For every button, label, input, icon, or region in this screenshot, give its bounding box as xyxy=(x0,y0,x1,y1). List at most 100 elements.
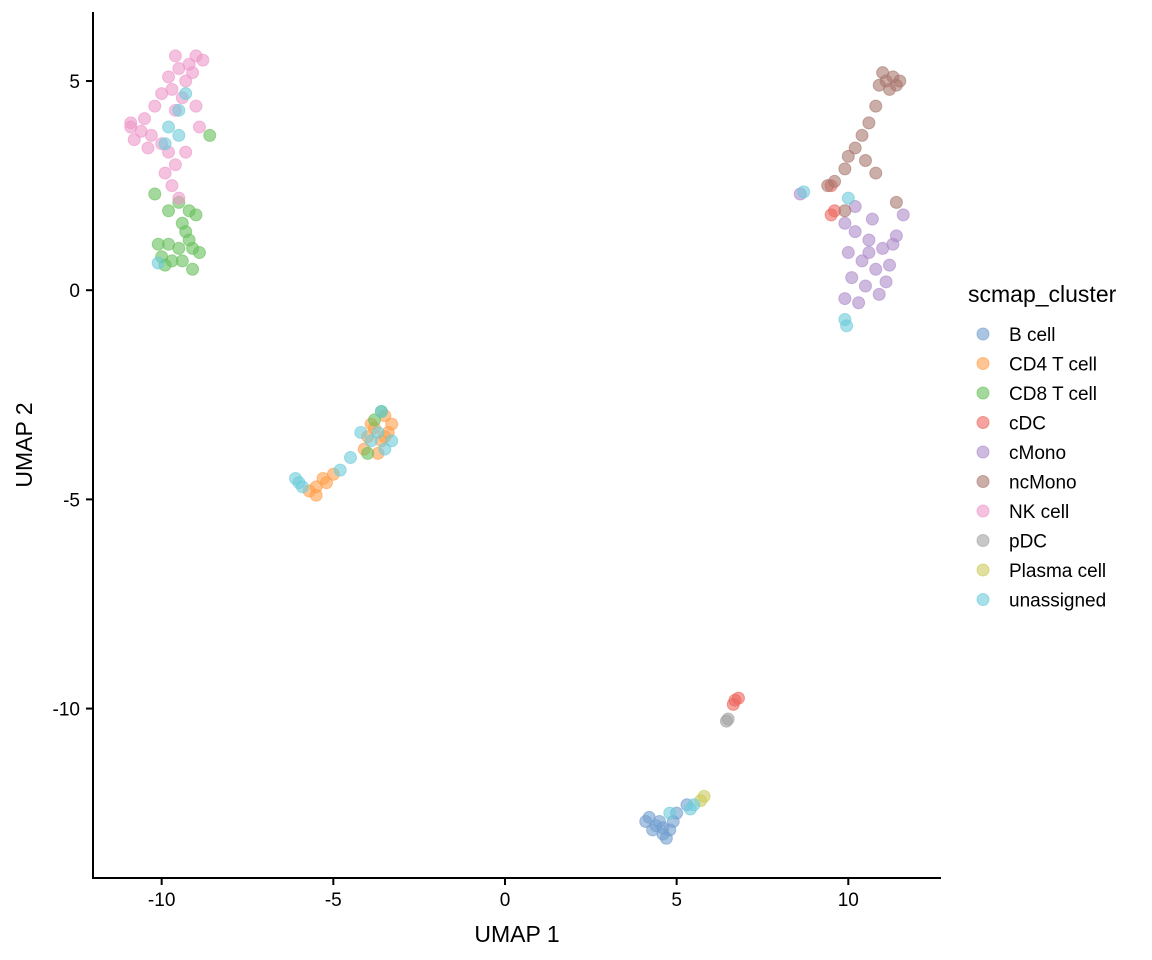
point-unassigned xyxy=(172,128,186,142)
point-unassigned xyxy=(354,425,368,439)
legend-item-cdc: cDC xyxy=(976,414,1046,435)
point-cd8-t-cell xyxy=(172,241,186,255)
point-cmono xyxy=(872,287,886,301)
legend-title: scmap_cluster xyxy=(968,281,1117,307)
point-ncmono xyxy=(879,74,893,88)
point-nk-cell xyxy=(144,128,158,142)
point-cd8-t-cell xyxy=(368,413,382,427)
point-cd8-t-cell xyxy=(186,262,200,276)
point-cmono xyxy=(841,246,855,260)
point-unassigned xyxy=(378,442,392,456)
point-cd8-t-cell xyxy=(192,246,206,260)
legend-label: cMono xyxy=(1009,443,1066,464)
legend-item-pdc: pDC xyxy=(976,532,1047,553)
point-unassigned xyxy=(364,434,378,448)
point-ncmono xyxy=(848,141,862,155)
legend-key-icon xyxy=(976,475,990,488)
y-tick-label: -10 xyxy=(53,700,80,721)
x-axis-label: UMAP 1 xyxy=(474,921,559,947)
legend-label: unassigned xyxy=(1009,591,1106,612)
point-ncmono xyxy=(821,179,835,193)
point-unassigned xyxy=(840,319,854,333)
point-nk-cell xyxy=(179,145,193,159)
point-cdc xyxy=(726,697,740,711)
point-b-cell xyxy=(639,815,653,829)
legend-key-icon xyxy=(976,593,990,606)
point-unassigned xyxy=(683,802,697,816)
point-nk-cell xyxy=(196,53,210,67)
legend-label: ncMono xyxy=(1009,473,1077,494)
point-ncmono xyxy=(869,99,883,113)
legend-item-plasma-cell: Plasma cell xyxy=(976,561,1106,582)
point-unassigned xyxy=(343,451,357,465)
legend-key-icon xyxy=(976,386,990,400)
legend-label: B cell xyxy=(1009,325,1055,346)
point-unassigned xyxy=(663,806,677,820)
point-nk-cell xyxy=(158,166,172,180)
point-ncmono xyxy=(889,195,903,209)
point-ncmono xyxy=(838,204,852,218)
legend-label: Plasma cell xyxy=(1009,561,1106,582)
point-nk-cell xyxy=(148,99,162,113)
point-nk-cell xyxy=(165,179,179,193)
y-tick-label: -5 xyxy=(63,490,80,511)
point-cmono xyxy=(865,212,879,226)
legend-key-icon xyxy=(976,416,990,429)
point-unassigned xyxy=(371,425,385,439)
x-tick-label: -10 xyxy=(148,890,175,911)
point-unassigned xyxy=(162,120,176,134)
x-tick-label: -5 xyxy=(325,890,342,911)
point-unassigned xyxy=(172,103,186,117)
point-unassigned xyxy=(374,405,388,419)
point-ncmono xyxy=(869,166,883,180)
legend-item-unassigned: unassigned xyxy=(976,591,1106,612)
legend-item-cd8-t-cell: CD8 T cell xyxy=(976,384,1097,405)
point-nk-cell xyxy=(179,74,193,88)
point-cd4-t-cell xyxy=(385,417,399,431)
legend: B cell CD4 T cell CD8 T cell cDC cMono ncMono… xyxy=(976,325,1106,612)
point-nk-cell xyxy=(141,141,155,155)
point-cd8-t-cell xyxy=(361,446,375,460)
point-cmono xyxy=(862,246,876,260)
point-pdc xyxy=(721,712,735,726)
legend-item-cmono: cMono xyxy=(976,443,1066,464)
x-tick-label: 0 xyxy=(500,890,511,911)
legend-key-icon xyxy=(976,445,990,459)
point-ncmono xyxy=(838,162,852,176)
point-unassigned xyxy=(179,87,193,101)
legend-key-icon xyxy=(976,327,990,341)
point-nk-cell xyxy=(186,66,200,80)
point-cmono xyxy=(862,233,876,247)
point-cmono xyxy=(886,237,900,251)
legend-item-b-cell: B cell xyxy=(976,325,1055,346)
point-cmono xyxy=(852,296,866,310)
point-unassigned xyxy=(797,185,811,199)
point-cmono xyxy=(858,279,872,293)
y-tick-label: 5 xyxy=(69,72,80,93)
point-nk-cell xyxy=(172,61,186,75)
point-b-cell xyxy=(656,821,670,835)
point-cdc xyxy=(824,208,838,222)
point-cd4-t-cell xyxy=(309,488,323,502)
point-cd4-t-cell xyxy=(319,476,333,490)
point-cmono xyxy=(896,208,910,222)
y-axis-label: UMAP 2 xyxy=(11,402,37,487)
point-unassigned xyxy=(333,463,347,477)
point-cd8-t-cell xyxy=(203,128,217,142)
point-nk-cell xyxy=(127,133,141,147)
point-unassigned xyxy=(151,256,165,270)
point-nk-cell xyxy=(168,49,182,63)
point-cmono xyxy=(869,262,883,276)
point-unassigned xyxy=(158,137,172,151)
point-cmono xyxy=(879,275,893,289)
point-unassigned xyxy=(385,434,399,448)
x-ticks: -10 -5 0 5 10 xyxy=(148,878,859,911)
point-cmono xyxy=(845,271,859,285)
point-cmono xyxy=(855,254,869,268)
point-cd8-t-cell xyxy=(162,204,176,218)
point-ncmono xyxy=(862,116,876,130)
point-ncmono xyxy=(855,128,869,142)
point-nk-cell xyxy=(155,87,169,101)
point-cmono xyxy=(838,216,852,230)
